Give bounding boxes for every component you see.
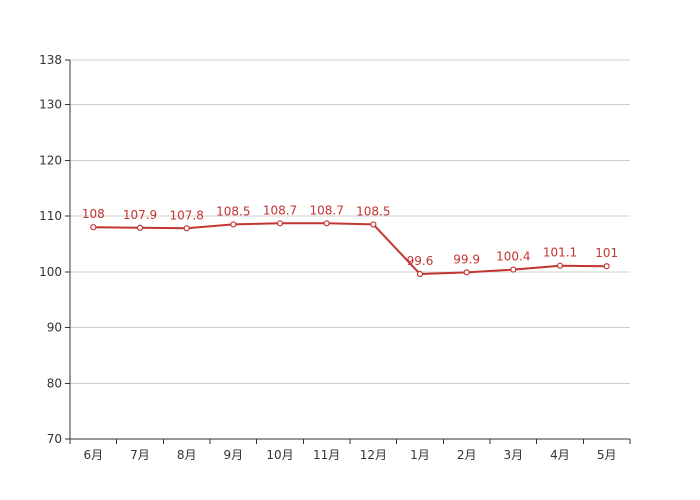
x-tick-label: 2月 [457,448,477,462]
x-tick-label: 8月 [177,448,197,462]
x-tick-label: 12月 [360,448,387,462]
data-label: 107.9 [123,208,157,222]
data-label: 108 [82,207,105,221]
data-point [183,225,190,232]
data-points [90,220,610,278]
data-point [136,224,144,231]
data-label: 107.8 [169,208,203,222]
y-tick-label: 70 [47,432,62,446]
data-label: 101.1 [543,246,577,260]
data-label: 108.5 [216,204,250,218]
data-point [90,224,97,231]
x-tick-label: 7月 [130,448,150,462]
y-tick-label: 138 [39,53,62,67]
grid-lines [70,59,630,440]
x-tick-label: 3月 [504,448,524,462]
y-tick-label: 80 [47,376,62,390]
data-point [603,263,610,270]
y-tick-label: 120 [39,153,62,167]
data-point [276,220,284,227]
x-tick-label: 4月 [550,448,570,462]
data-label: 99.9 [453,252,480,266]
x-tick-label: 9月 [224,448,244,462]
data-label: 100.4 [496,250,530,264]
data-label: 108.5 [356,204,390,218]
data-label: 108.7 [263,203,297,217]
x-tick-label: 6月 [84,448,104,462]
data-point [556,262,564,269]
x-tick-label: 5月 [597,448,617,462]
data-point [323,220,330,227]
x-tick-label: 10月 [266,448,293,462]
y-tick-label: 130 [39,98,62,112]
data-point [230,221,237,228]
data-labels: 108 107.9 107.8 108.5 108.7 108.7 108.5 99.6 99.… [82,203,618,268]
series-line [93,222,607,275]
data-label: 101 [595,246,618,260]
y-tick-label: 90 [47,321,62,335]
data-label: 108.7 [309,203,343,217]
data-point [510,266,517,273]
x-tick-label: 11月 [313,448,340,462]
x-axis: 6月 7月 8月 9月 10月 11月 12月 1月 2月 3月 4月 5月 [69,438,631,462]
y-tick-label: 110 [39,209,62,223]
data-point [370,221,377,228]
y-axis: 70 80 90 100 110 120 130 138 [39,53,71,446]
data-point [416,270,424,278]
x-tick-label: 1月 [410,448,430,462]
data-label: 99.6 [407,254,434,268]
y-tick-label: 100 [39,265,62,279]
data-point [463,269,470,276]
